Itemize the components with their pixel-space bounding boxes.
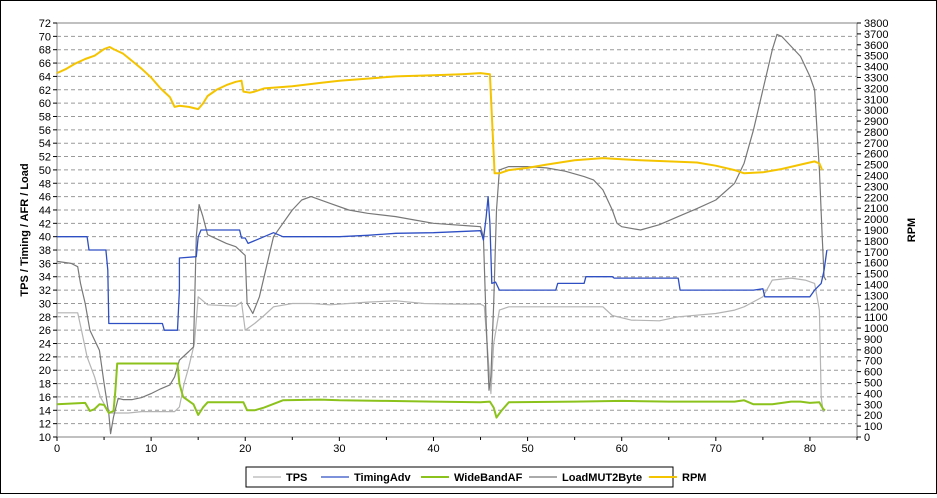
y-right-tick-label: 100 xyxy=(864,421,882,433)
y-right-tick-label: 3500 xyxy=(864,51,888,63)
y-right-tick-label: 3100 xyxy=(864,94,888,106)
y-right-tick-label: 3000 xyxy=(864,105,888,117)
y-right-tick-label: 2500 xyxy=(864,160,888,172)
y-left-tick-label: 16 xyxy=(39,392,51,404)
x-tick-label: 40 xyxy=(427,443,439,455)
y-left-tick-label: 46 xyxy=(39,192,51,204)
y-left-tick-label: 22 xyxy=(39,352,51,364)
y-right-tick-label: 1400 xyxy=(864,279,888,291)
legend: TPS TimingAdv WideBandAF LoadMUT2Byte RPM xyxy=(245,466,706,488)
x-tick-label: 50 xyxy=(521,443,533,455)
y-axis-right-label: RPM xyxy=(906,218,918,242)
axes-layer: 1012141618202224262830323436384042444648… xyxy=(39,18,889,455)
y-left-tick-label: 18 xyxy=(39,379,51,391)
x-tick-label: 0 xyxy=(54,443,60,455)
y-right-tick-label: 2000 xyxy=(864,214,888,226)
y-right-tick-label: 900 xyxy=(864,334,882,346)
y-right-tick-label: 3800 xyxy=(864,18,888,30)
y-right-tick-label: 200 xyxy=(864,410,882,422)
y-left-tick-label: 70 xyxy=(39,31,51,43)
y-right-tick-label: 1000 xyxy=(864,323,888,335)
series-line-timingadv xyxy=(57,195,828,331)
y-right-tick-label: 3700 xyxy=(864,29,888,41)
y-left-tick-label: 30 xyxy=(39,298,51,310)
y-right-tick-label: 1500 xyxy=(864,269,888,281)
legend-label: WideBandAF xyxy=(454,472,523,484)
grid-lines xyxy=(57,35,857,425)
y-right-tick-label: 2700 xyxy=(864,138,888,150)
x-tick-label: 80 xyxy=(804,443,816,455)
y-left-tick-label: 54 xyxy=(39,138,51,150)
series-layer xyxy=(56,33,828,435)
series-line-tps xyxy=(57,277,826,414)
y-left-tick-label: 10 xyxy=(39,432,51,444)
y-left-tick-label: 50 xyxy=(39,165,51,177)
y-left-tick-label: 56 xyxy=(39,125,51,137)
y-left-tick-label: 58 xyxy=(39,111,51,123)
y-left-tick-label: 12 xyxy=(39,419,51,431)
y-right-tick-label: 1700 xyxy=(864,247,888,259)
series-line-loadmut2byte xyxy=(56,33,827,435)
y-right-tick-label: 2800 xyxy=(864,127,888,139)
x-tick-label: 70 xyxy=(710,443,722,455)
y-left-tick-label: 48 xyxy=(39,178,51,190)
y-right-tick-label: 300 xyxy=(864,399,882,411)
y-right-tick-label: 3300 xyxy=(864,72,888,84)
y-right-tick-label: 1800 xyxy=(864,236,888,248)
y-left-tick-label: 42 xyxy=(39,218,51,230)
legend-label: RPM xyxy=(682,472,706,484)
y-right-tick-label: 1200 xyxy=(864,301,888,313)
y-right-tick-label: 2600 xyxy=(864,149,888,161)
y-left-tick-label: 40 xyxy=(39,232,51,244)
y-left-tick-label: 36 xyxy=(39,258,51,270)
y-left-tick-label: 72 xyxy=(39,18,51,30)
y-right-tick-label: 400 xyxy=(864,388,882,400)
y-left-tick-label: 44 xyxy=(39,205,51,217)
series-line-rpm xyxy=(56,46,824,175)
y-left-tick-label: 20 xyxy=(39,365,51,377)
y-left-tick-label: 14 xyxy=(39,405,51,417)
legend-label: LoadMUT2Byte xyxy=(562,472,642,484)
legend-label: TPS xyxy=(286,472,307,484)
y-right-tick-label: 2200 xyxy=(864,192,888,204)
y-left-tick-label: 62 xyxy=(39,85,51,97)
y-right-tick-label: 800 xyxy=(864,345,882,357)
y-left-tick-label: 34 xyxy=(39,272,51,284)
y-left-tick-label: 26 xyxy=(39,325,51,337)
y-right-tick-label: 2900 xyxy=(864,116,888,128)
y-axis-left-label: TPS / Timing / AFR / Load xyxy=(19,163,31,296)
y-left-tick-label: 32 xyxy=(39,285,51,297)
y-right-tick-label: 1100 xyxy=(864,312,888,324)
y-right-tick-label: 0 xyxy=(864,432,870,444)
x-tick-label: 10 xyxy=(145,443,157,455)
y-right-tick-label: 2100 xyxy=(864,203,888,215)
y-left-tick-label: 60 xyxy=(39,98,51,110)
y-right-tick-label: 2300 xyxy=(864,181,888,193)
y-right-tick-label: 500 xyxy=(864,378,882,390)
x-tick-label: 30 xyxy=(333,443,345,455)
plot-area xyxy=(56,22,858,438)
y-left-tick-label: 64 xyxy=(39,71,51,83)
y-right-tick-label: 700 xyxy=(864,356,882,368)
x-tick-label: 60 xyxy=(616,443,628,455)
y-left-tick-label: 38 xyxy=(39,245,51,257)
series-line-widebandaf xyxy=(56,362,826,419)
y-right-tick-label: 1300 xyxy=(864,290,888,302)
y-left-tick-label: 66 xyxy=(39,58,51,70)
y-left-tick-label: 68 xyxy=(39,45,51,57)
y-right-tick-label: 600 xyxy=(864,367,882,379)
y-left-tick-label: 24 xyxy=(39,339,51,351)
y-right-tick-label: 3200 xyxy=(864,83,888,95)
x-tick-label: 20 xyxy=(239,443,251,455)
y-right-tick-label: 1600 xyxy=(864,258,888,270)
y-right-tick-label: 2400 xyxy=(864,171,888,183)
y-right-tick-label: 3600 xyxy=(864,40,888,52)
y-left-tick-label: 28 xyxy=(39,312,51,324)
legend-label: TimingAdv xyxy=(354,472,412,484)
y-right-tick-label: 3400 xyxy=(864,62,888,74)
y-right-tick-label: 1900 xyxy=(864,225,888,237)
y-left-tick-label: 52 xyxy=(39,152,51,164)
